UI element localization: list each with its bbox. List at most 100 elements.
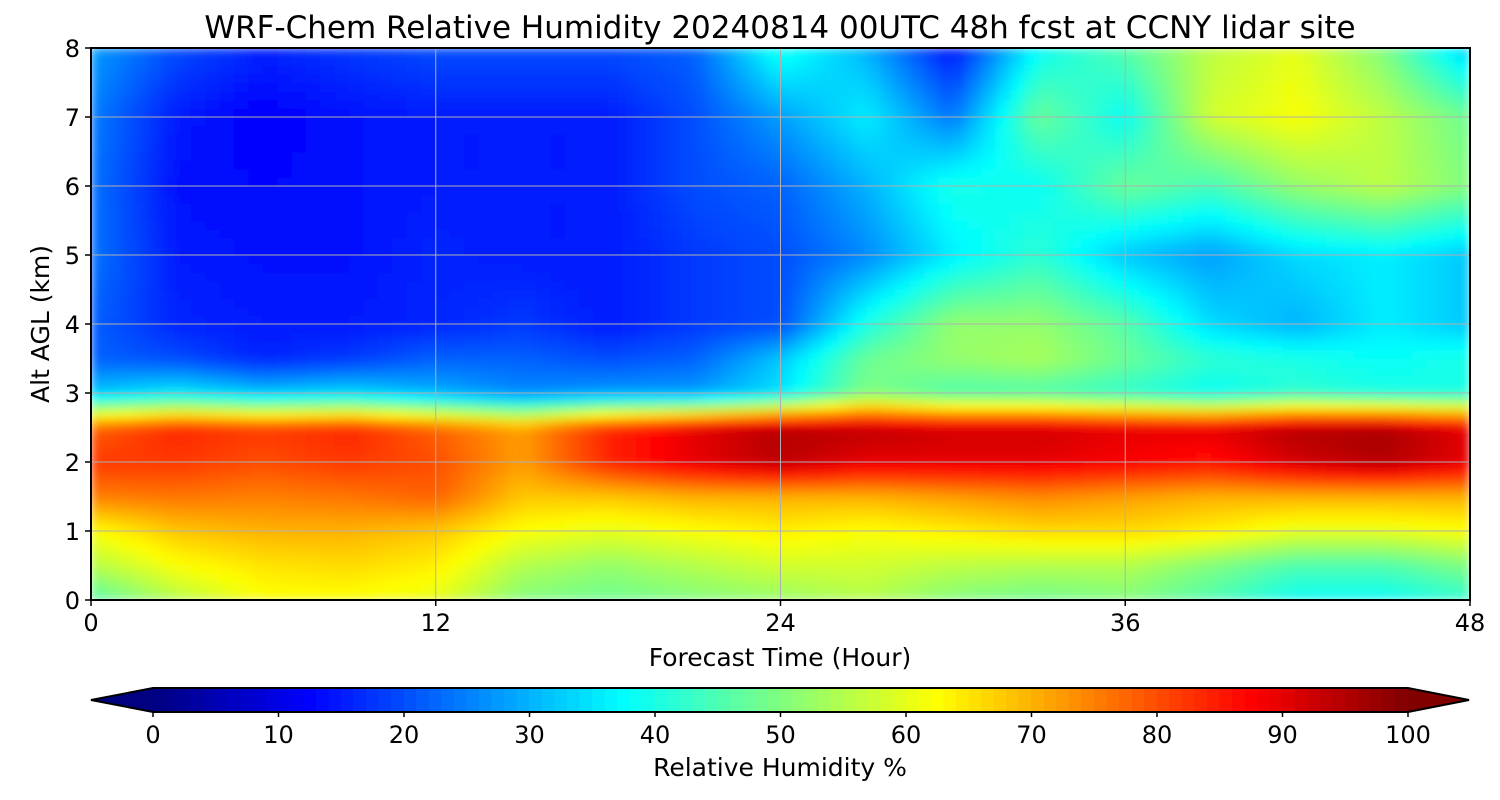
heatmap-cell: [119, 297, 135, 308]
heatmap-cell: [176, 220, 193, 230]
heatmap-cell: [665, 271, 681, 282]
heatmap-cell: [334, 194, 351, 204]
heatmap-cell: [277, 297, 293, 308]
heatmap-cell: [119, 530, 135, 541]
heatmap-cell: [808, 461, 825, 472]
heatmap-cell: [262, 176, 279, 187]
heatmap-cell: [923, 194, 940, 204]
heatmap-cell: [305, 539, 322, 549]
heatmap-cell: [277, 332, 293, 342]
heatmap-cell: [1282, 547, 1299, 558]
heatmap-cell: [191, 504, 207, 515]
heatmap-cell: [1412, 452, 1428, 463]
heatmap-cell: [478, 237, 494, 247]
heatmap-cell: [1182, 358, 1198, 368]
heatmap-cell: [406, 530, 422, 541]
heatmap-cell: [1383, 504, 1399, 515]
heatmap-cell: [1081, 556, 1098, 567]
heatmap-cell: [808, 202, 825, 213]
heatmap-cell: [995, 237, 1011, 247]
heatmap-cell: [693, 573, 710, 584]
heatmap-cell: [1268, 323, 1284, 334]
heatmap-cell: [1282, 401, 1299, 411]
heatmap-cell: [665, 202, 681, 213]
heatmap-cell: [1225, 392, 1241, 403]
heatmap-cell: [219, 194, 236, 204]
heatmap-cell: [234, 271, 250, 282]
heatmap-cell: [1067, 332, 1083, 342]
heatmap-cell: [722, 590, 738, 600]
heatmap-cell: [636, 452, 652, 463]
heatmap-cell: [894, 332, 911, 342]
heatmap-cell: [162, 151, 178, 161]
heatmap-cell: [938, 470, 954, 480]
heatmap-cell: [564, 228, 580, 239]
heatmap-cell: [1038, 513, 1054, 523]
heatmap-cell: [751, 202, 767, 213]
heatmap-cell: [147, 530, 164, 541]
heatmap-cell: [1239, 573, 1256, 584]
heatmap-cell: [1067, 349, 1083, 360]
heatmap-cell: [1397, 582, 1414, 592]
heatmap-cell: [521, 168, 537, 178]
heatmap-cell: [1282, 452, 1299, 463]
heatmap-cell: [765, 375, 781, 385]
heatmap-cell: [693, 323, 710, 334]
heatmap-cell: [392, 452, 408, 463]
heatmap-cell: [1340, 289, 1356, 299]
heatmap-cell: [1225, 573, 1241, 584]
heatmap-cell: [392, 271, 408, 282]
heatmap-cell: [636, 487, 652, 498]
heatmap-cell: [1368, 530, 1385, 541]
heatmap-cell: [406, 461, 422, 472]
heatmap-cell: [1196, 185, 1212, 196]
heatmap-cell: [1081, 263, 1098, 273]
heatmap-cell: [1254, 513, 1270, 523]
heatmap-cell: [880, 202, 896, 213]
heatmap-cell: [1297, 228, 1313, 239]
heatmap-cell: [191, 323, 207, 334]
heatmap-cell: [894, 582, 911, 592]
heatmap-cell: [248, 159, 264, 170]
heatmap-cell: [1297, 427, 1313, 437]
heatmap-cell: [463, 185, 480, 196]
heatmap-cell: [1440, 504, 1457, 515]
heatmap-cell: [162, 418, 178, 429]
heatmap-cell: [708, 427, 724, 437]
heatmap-cell: [1268, 547, 1284, 558]
heatmap-cell: [521, 220, 537, 230]
heatmap-cell: [1426, 401, 1442, 411]
heatmap-cell: [1368, 306, 1385, 316]
heatmap-cell: [234, 496, 250, 506]
heatmap-cell: [851, 297, 868, 308]
heatmap-cell: [1412, 211, 1428, 222]
heatmap-cell: [1210, 323, 1227, 334]
heatmap-cell: [636, 168, 652, 178]
heatmap-cell: [119, 521, 135, 532]
heatmap-cell: [995, 280, 1011, 291]
heatmap-cell: [708, 401, 724, 411]
heatmap-cell: [923, 582, 940, 592]
heatmap-cell: [1383, 470, 1399, 480]
heatmap-cell: [909, 202, 925, 213]
heatmap-cell: [320, 314, 336, 325]
heatmap-cell: [1009, 159, 1026, 170]
heatmap-cell: [1426, 263, 1442, 273]
heatmap-cell: [463, 487, 480, 498]
heatmap-cell: [377, 185, 394, 196]
heatmap-cell: [1254, 573, 1270, 584]
heatmap-cell: [1354, 323, 1370, 334]
heatmap-cell: [966, 565, 983, 575]
heatmap-cell: [463, 418, 480, 429]
heatmap-cell: [133, 392, 149, 403]
heatmap-cell: [478, 271, 494, 282]
heatmap-cell: [593, 392, 609, 403]
heatmap-cell: [1254, 375, 1270, 385]
heatmap-cell: [866, 487, 882, 498]
heatmap-cell: [823, 237, 839, 247]
heatmap-cell: [981, 289, 997, 299]
heatmap-cell: [449, 349, 465, 360]
heatmap-cell: [1297, 573, 1313, 584]
heatmap-cell: [693, 444, 710, 454]
